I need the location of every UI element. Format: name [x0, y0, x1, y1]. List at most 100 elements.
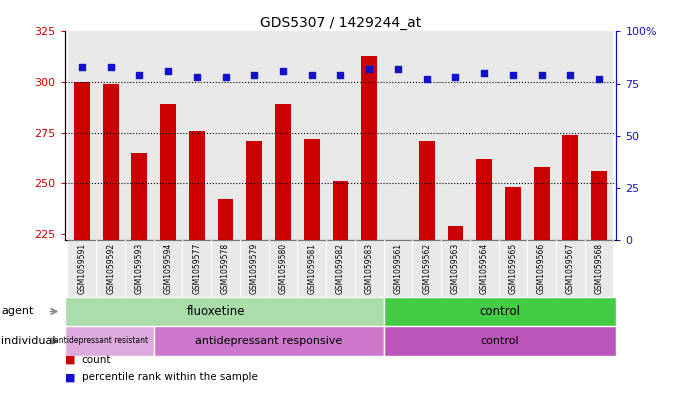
Point [479, 70, 490, 76]
Text: GSM1059592: GSM1059592 [106, 242, 115, 294]
Bar [269, 31, 298, 240]
Bar [470, 31, 498, 240]
Text: GSM1059594: GSM1059594 [163, 242, 172, 294]
Bar [585, 240, 614, 297]
Point [191, 74, 202, 81]
Bar [304, 139, 319, 240]
Text: GSM1059579: GSM1059579 [250, 242, 259, 294]
Bar [362, 56, 377, 240]
Bar [125, 31, 154, 240]
Bar [183, 240, 211, 297]
Point [507, 72, 518, 78]
Text: GSM1059583: GSM1059583 [365, 242, 374, 294]
Text: GSM1059567: GSM1059567 [566, 242, 575, 294]
Text: GSM1059568: GSM1059568 [595, 242, 603, 294]
Text: antidepressant resistant: antidepressant resistant [54, 336, 148, 345]
Point [134, 72, 145, 78]
Bar [298, 240, 326, 297]
Bar [332, 181, 349, 240]
Point [422, 76, 432, 83]
Text: GSM1059582: GSM1059582 [336, 242, 345, 294]
Bar [269, 240, 298, 297]
Text: ■: ■ [65, 354, 75, 365]
Bar [412, 31, 441, 240]
Bar [355, 240, 383, 297]
Text: GSM1059581: GSM1059581 [307, 242, 316, 294]
Bar [131, 153, 147, 240]
Text: GSM1059561: GSM1059561 [394, 242, 402, 294]
Point [450, 74, 461, 81]
Bar [240, 31, 269, 240]
Bar [498, 240, 527, 297]
Point [335, 72, 346, 78]
Bar [419, 141, 434, 240]
Bar [211, 31, 240, 240]
Text: count: count [82, 354, 111, 365]
Bar [65, 297, 383, 326]
Bar [67, 240, 96, 297]
Bar [189, 130, 205, 240]
Point [594, 76, 605, 83]
Bar [563, 134, 578, 240]
Text: GSM1059593: GSM1059593 [135, 242, 144, 294]
Bar [154, 31, 183, 240]
Text: agent: agent [1, 307, 34, 316]
Point [249, 72, 259, 78]
Bar [470, 240, 498, 297]
Bar [298, 31, 326, 240]
Text: percentile rank within the sample: percentile rank within the sample [82, 372, 257, 382]
Bar [412, 240, 441, 297]
Bar [183, 31, 211, 240]
Point [392, 66, 403, 72]
Bar [527, 240, 556, 297]
Bar [527, 31, 556, 240]
Bar [65, 326, 154, 356]
Bar [67, 31, 96, 240]
Text: GSM1059562: GSM1059562 [422, 242, 431, 294]
Point [565, 72, 575, 78]
Bar [240, 240, 269, 297]
Bar [275, 104, 291, 240]
Bar [326, 31, 355, 240]
Text: individual: individual [1, 336, 56, 346]
Bar [476, 159, 492, 240]
Bar [505, 187, 521, 240]
Bar [160, 104, 176, 240]
Bar [498, 31, 527, 240]
Bar [591, 171, 607, 240]
Text: ■: ■ [65, 372, 75, 382]
Bar [447, 226, 463, 240]
Bar [96, 31, 125, 240]
Bar [103, 84, 118, 240]
Point [306, 72, 317, 78]
Bar [441, 31, 470, 240]
Point [278, 68, 289, 74]
Text: GSM1059566: GSM1059566 [537, 242, 546, 294]
Bar [585, 31, 614, 240]
Bar [154, 326, 383, 356]
Bar [441, 240, 470, 297]
Bar [211, 240, 240, 297]
Bar [326, 240, 355, 297]
Point [105, 64, 116, 70]
Text: GSM1059563: GSM1059563 [451, 242, 460, 294]
Text: GSM1059580: GSM1059580 [279, 242, 287, 294]
Text: control: control [481, 336, 519, 346]
Bar [96, 240, 125, 297]
Bar [218, 199, 234, 240]
Point [364, 66, 375, 72]
Bar [355, 31, 383, 240]
Text: GSM1059577: GSM1059577 [192, 242, 202, 294]
Bar [383, 240, 412, 297]
Text: GDS5307 / 1429244_at: GDS5307 / 1429244_at [260, 16, 421, 30]
Point [536, 72, 547, 78]
Text: control: control [479, 305, 520, 318]
Bar [383, 326, 616, 356]
Text: GSM1059591: GSM1059591 [78, 242, 86, 294]
Text: GSM1059564: GSM1059564 [479, 242, 489, 294]
Point [220, 74, 231, 81]
Text: antidepressant responsive: antidepressant responsive [195, 336, 343, 346]
Point [163, 68, 174, 74]
Text: GSM1059565: GSM1059565 [509, 242, 518, 294]
Bar [383, 297, 616, 326]
